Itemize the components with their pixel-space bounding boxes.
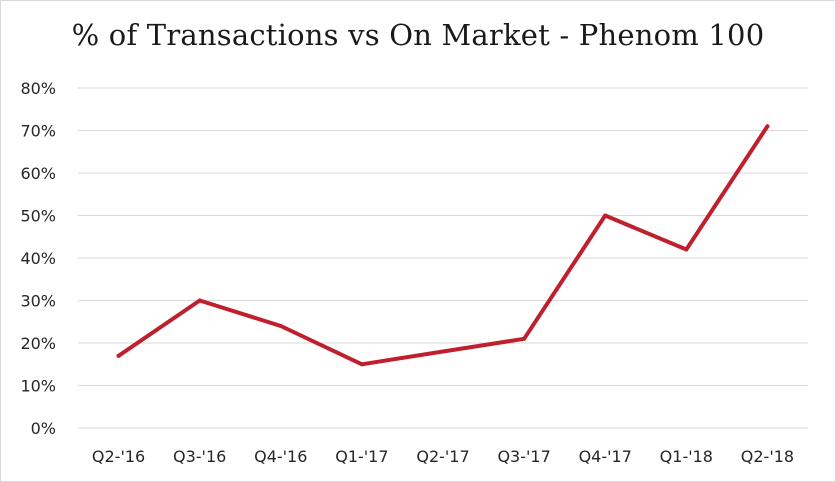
y-tick-label: 60%	[20, 164, 56, 183]
series-group	[116, 124, 770, 367]
y-tick-label: 70%	[20, 122, 56, 141]
y-tick-label: 10%	[20, 377, 56, 396]
data-point	[522, 336, 527, 341]
x-tick-label: Q2-'16	[92, 447, 145, 466]
x-tick-label: Q2-'17	[416, 447, 469, 466]
data-point	[765, 124, 770, 129]
x-tick-label: Q1-'18	[660, 447, 713, 466]
data-point	[278, 324, 283, 328]
y-tick-label: 50%	[20, 207, 56, 226]
data-point	[441, 349, 445, 354]
x-tick-label: Q2-'18	[741, 447, 794, 466]
chart-title: % of Transactions vs On Market - Phenom …	[71, 18, 765, 52]
x-tick-label: Q4-'16	[254, 447, 307, 466]
y-tick-label: 40%	[20, 249, 56, 268]
data-point	[603, 213, 608, 218]
x-tick-label: Q3-'17	[497, 447, 550, 466]
x-axis-ticks: Q2-'16 Q3-'16 Q4-'16 Q1-'17 Q2-'17 Q3-'17 Q4-'…	[92, 447, 794, 466]
y-tick-label: 30%	[20, 292, 56, 311]
x-tick-label: Q3-'16	[173, 447, 226, 466]
y-tick-label: 80%	[20, 79, 56, 98]
x-tick-label: Q4-'17	[579, 447, 632, 466]
x-tick-label: Q1-'17	[335, 447, 388, 466]
data-point	[197, 298, 202, 303]
y-axis-ticks: 0% 10% 20% 30% 40% 50% 60% 70% 80%	[20, 79, 56, 438]
gridlines	[78, 87, 808, 429]
series-line	[116, 124, 770, 367]
y-tick-label: 0%	[31, 419, 56, 438]
y-tick-label: 20%	[20, 334, 56, 353]
data-point	[359, 362, 364, 367]
data-point	[116, 353, 121, 358]
data-point	[684, 247, 689, 252]
